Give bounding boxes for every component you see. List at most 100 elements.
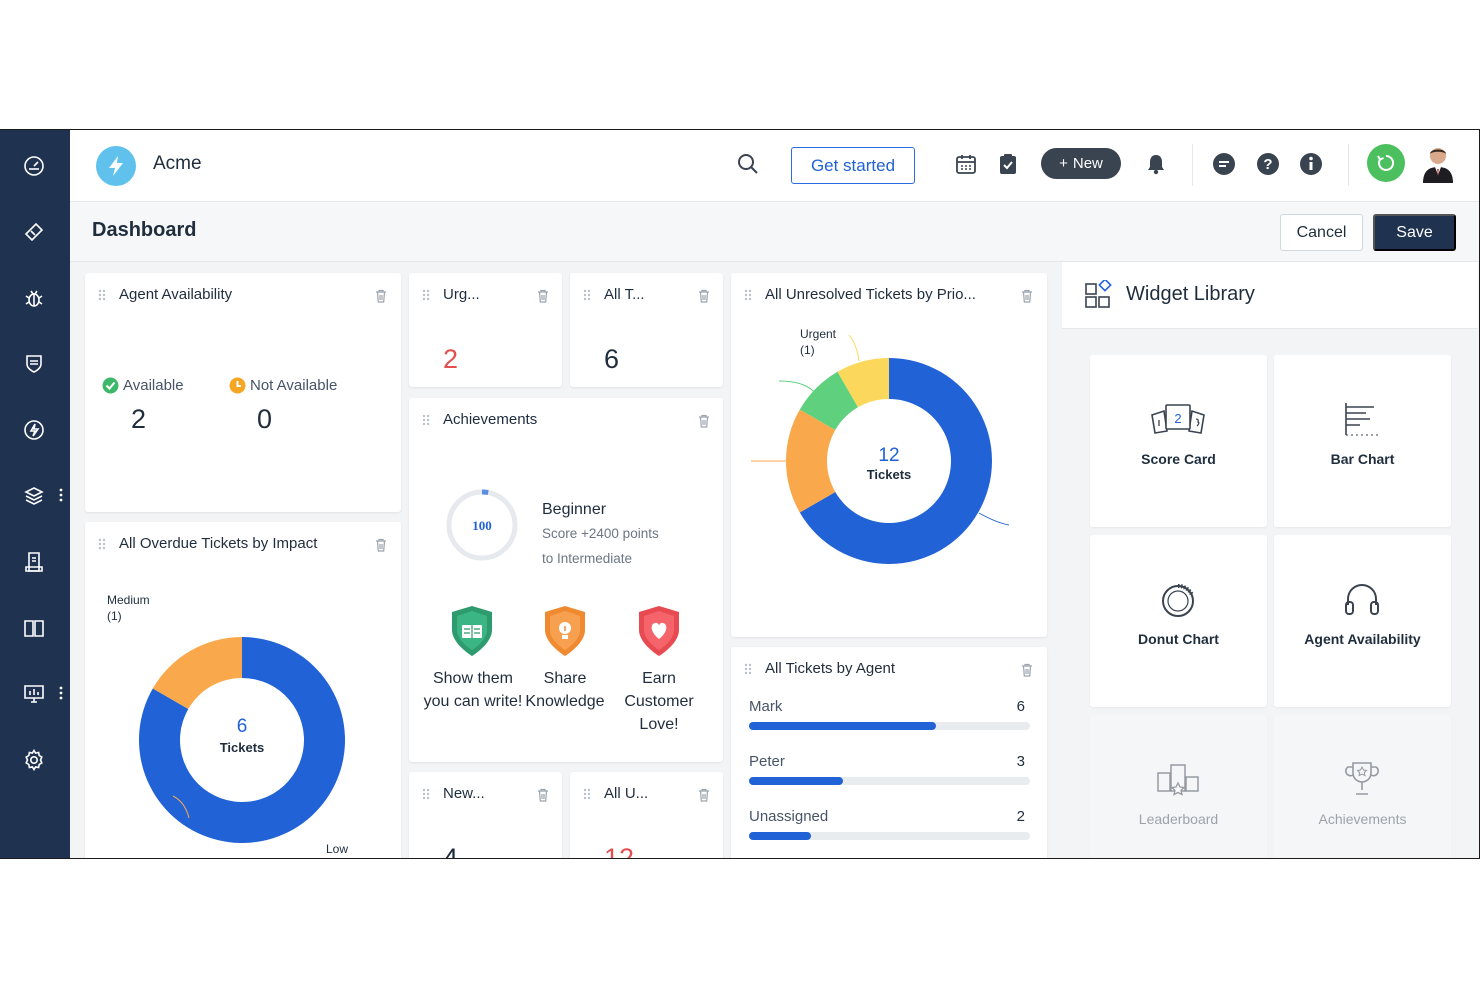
not-available-clock-icon	[229, 377, 246, 394]
trash-icon[interactable]	[698, 289, 710, 303]
cancel-button[interactable]: Cancel	[1280, 214, 1363, 251]
agent-availability-card: Agent Availability Available 2 Not Avail…	[85, 273, 401, 512]
trash-icon[interactable]	[537, 788, 549, 802]
available-label: Available	[123, 377, 184, 394]
widget-leaderboard[interactable]: Leaderboard	[1090, 715, 1267, 858]
reports-icon[interactable]	[20, 548, 48, 576]
leader-line	[978, 512, 1010, 526]
agent-name: Peter	[749, 753, 785, 770]
score-ring-value: 100	[472, 518, 492, 533]
card-title: All Unresolved Tickets by Prio...	[765, 286, 976, 303]
more-dots-icon[interactable]	[58, 686, 64, 700]
drag-handle-icon[interactable]	[98, 289, 106, 301]
urgent-score-card[interactable]: Urg... 2	[409, 273, 562, 387]
donut-center-value: 12	[878, 445, 899, 466]
donut-slice-low[interactable]	[139, 637, 345, 843]
widget-agent-availability[interactable]: Agent Availability	[1274, 535, 1451, 707]
all-unresolved-score-card[interactable]: All U... 12	[570, 772, 723, 858]
donut-center-label: Tickets	[220, 740, 265, 755]
analytics-icon[interactable]	[20, 680, 48, 708]
drag-handle-icon[interactable]	[744, 289, 752, 301]
lightning-icon[interactable]	[20, 416, 48, 444]
book-icon[interactable]	[20, 614, 48, 642]
badge-label: Share Knowledge	[525, 670, 605, 710]
trash-icon[interactable]	[375, 538, 387, 552]
trash-icon[interactable]	[698, 788, 710, 802]
badge-customer-love-icon	[639, 606, 679, 656]
card-title: All Tickets by Agent	[765, 660, 896, 677]
drag-handle-icon[interactable]	[744, 663, 752, 675]
slice-count-low: (5)	[326, 858, 341, 859]
get-started-button[interactable]: Get started	[791, 147, 915, 184]
available-count: 2	[131, 404, 147, 434]
tickets-icon[interactable]	[20, 218, 48, 246]
widget-achievements[interactable]: Achievements	[1274, 715, 1451, 858]
headset-icon	[1345, 584, 1379, 615]
new-button[interactable]: + New	[1041, 148, 1121, 179]
leader-line	[778, 380, 816, 394]
overdue-tickets-card: All Overdue Tickets by Impact Medium (1)…	[85, 522, 401, 859]
overdue-donut-chart: Medium (1) Low 6 Tickets (5)	[107, 593, 348, 859]
notifications-bell-icon[interactable]	[1142, 150, 1170, 178]
donut-slice-urgent[interactable]	[837, 358, 890, 408]
user-avatar[interactable]	[1420, 143, 1456, 183]
widget-donut-chart[interactable]: Donut Chart	[1090, 535, 1267, 707]
help-icon[interactable]: ?	[1254, 150, 1282, 178]
donut-slice-medium[interactable]	[786, 409, 836, 513]
search-icon[interactable]	[734, 150, 762, 178]
card-title: Achievements	[443, 411, 538, 428]
donut-slice-high[interactable]	[799, 371, 858, 430]
brand-logo[interactable]	[96, 146, 136, 186]
trash-icon[interactable]	[1021, 289, 1033, 303]
score-progress-ring: 100	[446, 489, 518, 561]
trash-icon[interactable]	[537, 289, 549, 303]
plus-icon: +	[1059, 155, 1068, 172]
achievements-card: Achievements 100 Beginner Score +2400 po…	[409, 398, 723, 762]
calendar-icon[interactable]	[952, 150, 980, 178]
drag-handle-icon[interactable]	[422, 289, 430, 301]
bar-chart-icon	[1345, 403, 1378, 436]
slice-label-low: Low	[326, 842, 348, 856]
dashboard-icon[interactable]	[20, 152, 48, 180]
agent-bar-fill	[749, 832, 812, 840]
tasks-icon[interactable]	[994, 150, 1022, 178]
all-tickets-score-card[interactable]: All T... 6	[570, 273, 723, 387]
agent-name: Mark	[749, 698, 783, 715]
chat-icon[interactable]	[1210, 150, 1238, 178]
donut-slice-medium[interactable]	[152, 637, 242, 709]
widget-library-title: Widget Library	[1126, 283, 1255, 305]
drag-handle-icon[interactable]	[422, 414, 430, 426]
save-button[interactable]: Save	[1373, 214, 1456, 251]
more-dots-icon[interactable]	[58, 488, 64, 502]
trash-icon[interactable]	[698, 414, 710, 428]
drag-handle-icon[interactable]	[583, 289, 591, 301]
available-check-icon	[102, 377, 119, 394]
unresolved-donut-chart: Urgent (1) 12 Tickets	[751, 327, 1010, 564]
donut-slice-low[interactable]	[799, 358, 992, 564]
card-title: All Overdue Tickets by Impact	[119, 535, 318, 552]
app-window: Acme Get started + New ?	[0, 129, 1480, 859]
card-title: New...	[443, 785, 485, 802]
achievement-level: Beginner	[542, 501, 607, 518]
apps-switcher-icon[interactable]	[1367, 144, 1405, 182]
drag-handle-icon[interactable]	[583, 788, 591, 800]
drag-handle-icon[interactable]	[422, 788, 430, 800]
shield-icon[interactable]	[20, 350, 48, 378]
score-value: 2	[443, 344, 459, 374]
widget-score-card[interactable]: 2 Score Card	[1090, 355, 1267, 527]
layers-icon[interactable]	[20, 482, 48, 510]
agent-bar-track	[749, 722, 1030, 730]
widget-bar-chart[interactable]: Bar Chart	[1274, 355, 1451, 527]
drag-handle-icon[interactable]	[98, 538, 106, 550]
leaderboard-icon	[1157, 764, 1199, 796]
bug-icon[interactable]	[20, 284, 48, 312]
slice-label-urgent: Urgent	[800, 327, 837, 341]
widget-label: Score Card	[1141, 451, 1216, 467]
slice-count-medium: (1)	[107, 609, 122, 623]
trash-icon[interactable]	[375, 289, 387, 303]
new-tickets-score-card[interactable]: New... 4	[409, 772, 562, 858]
trash-icon[interactable]	[1021, 663, 1033, 677]
settings-gear-icon[interactable]	[20, 746, 48, 774]
widget-label: Agent Availability	[1304, 631, 1421, 647]
info-icon[interactable]	[1297, 150, 1325, 178]
